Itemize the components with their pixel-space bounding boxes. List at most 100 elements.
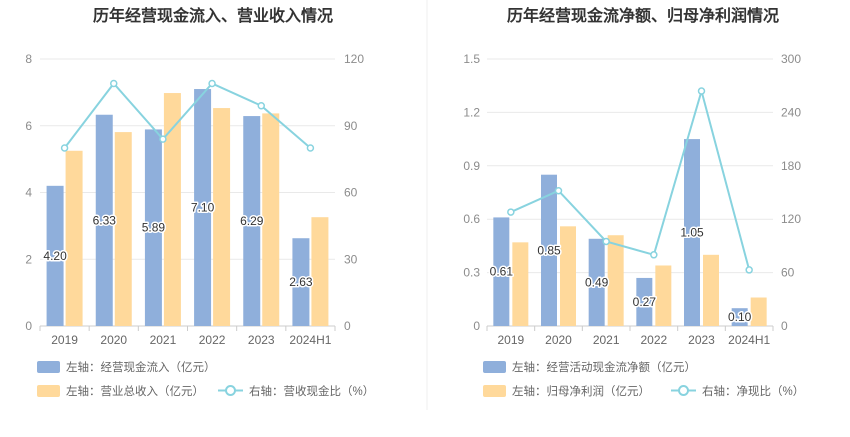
legend-label: 右轴：净现比（%）	[702, 384, 804, 398]
bar-2021-series-1	[588, 238, 605, 326]
legend-item-net-profit[interactable]: 左轴：归母净利润（亿元）	[483, 384, 650, 398]
legend-item-operating-cash-net[interactable]: 左轴：经营活动现金流净额（亿元）	[483, 360, 696, 374]
bar-2024H1-series-1	[731, 308, 748, 326]
legend-label: 右轴：营收现金比（%）	[249, 384, 374, 398]
legend-label: 左轴：营业总收入（亿元）	[66, 384, 204, 398]
y-right-tick-label: 300	[781, 52, 801, 66]
legend-swatch-marker	[225, 385, 236, 396]
legend-swatch-bar	[483, 361, 506, 373]
data-label: 4.20	[43, 249, 67, 263]
y-right-tick-label: 0	[781, 319, 788, 333]
bar-2024H1-series-1	[292, 238, 310, 326]
y-right-tick-label: 90	[344, 119, 358, 133]
legend-item-net-cash-ratio[interactable]: 右轴：净现比（%）	[671, 384, 804, 398]
line-point-2021	[159, 135, 167, 143]
legend-swatch-bar	[37, 385, 60, 397]
bar-2020-series-2	[560, 226, 576, 326]
bar-2019-series-1	[493, 217, 510, 326]
x-tick-label: 2020	[545, 333, 572, 347]
data-label: 0.10	[728, 310, 752, 324]
data-label: 1.05	[680, 226, 704, 240]
y-right-tick-label: 120	[344, 52, 364, 66]
x-tick-label: 2019	[497, 333, 524, 347]
x-tick-label: 2023	[248, 333, 275, 347]
bar-2020-series-1	[95, 114, 113, 326]
x-tick-label: 2024H1	[289, 333, 331, 347]
data-label: 7.10	[191, 201, 215, 215]
line-point-2022	[208, 79, 216, 88]
y-left-tick-label: 0.9	[463, 159, 480, 173]
x-tick-label: 2021	[593, 333, 620, 347]
bar-2024H1-series-2	[311, 217, 329, 326]
legend-label: 左轴：经营活动现金流净额（亿元）	[512, 360, 696, 374]
data-label: 6.29	[240, 214, 264, 228]
legend-item-revenue-cash-ratio[interactable]: 右轴：营收现金比（%）	[218, 384, 374, 398]
chart-2-title: 历年经营现金流净额、归母净利润情况	[507, 6, 779, 25]
legend-label: 左轴：归母净利润（亿元）	[512, 384, 650, 398]
y-right-tick-label: 60	[344, 186, 358, 200]
bar-2024H1-series-2	[750, 297, 767, 326]
data-label: 0.27	[633, 295, 657, 309]
chart-1-title: 历年经营现金流入、营业收入情况	[93, 6, 333, 25]
bar-2023-series-2	[703, 254, 719, 326]
bar-2023-series-1	[684, 139, 700, 326]
y-left-tick-label: 0.3	[463, 266, 480, 280]
x-tick-label: 2019	[51, 333, 78, 347]
line-point-2024H1	[745, 266, 753, 274]
line-point-2019	[60, 144, 69, 152]
line-point-2020	[110, 79, 118, 88]
legend-item-cash-inflow[interactable]: 左轴：经营现金流入（亿元）	[37, 360, 216, 374]
data-label: 5.89	[142, 221, 166, 235]
line-point-2019	[507, 208, 515, 216]
data-label: 0.85	[537, 243, 561, 257]
line-series-3	[63, 81, 312, 149]
line-point-2023	[697, 87, 706, 95]
bar-2019-series-2	[512, 242, 529, 326]
bar-2019-series-1	[46, 185, 64, 326]
bar-2022-series-2	[655, 265, 672, 326]
legend-swatch-bar	[37, 361, 60, 373]
chart-1-plot: 0 2 4 6 8 0 30 60 90 120 2019 2020 2021 2022 2023 2024H…	[25, 52, 364, 347]
y-right-tick-label: 240	[781, 105, 801, 119]
y-right-tick-label: 30	[344, 252, 358, 266]
data-label: 0.61	[490, 265, 514, 279]
y-left-tick-label: 0.6	[463, 212, 480, 226]
data-label: 6.33	[93, 213, 117, 227]
line-point-2023	[257, 101, 265, 110]
x-tick-label: 2023	[688, 333, 715, 347]
y-right-tick-label: 60	[781, 266, 795, 280]
bar-2023-series-1	[243, 116, 261, 326]
legend-swatch-marker	[678, 385, 689, 396]
x-tick-label: 2022	[640, 333, 667, 347]
bar-2019-series-2	[65, 150, 83, 326]
y-left-tick-label: 0	[473, 319, 480, 333]
line-point-2024H1	[306, 144, 315, 152]
line-point-2022	[650, 251, 658, 259]
y-left-tick-label: 8	[25, 52, 32, 66]
bar-2022-series-1	[194, 89, 212, 326]
x-tick-label: 2022	[199, 333, 226, 347]
data-label: 0.49	[585, 275, 609, 289]
bar-2021-series-2	[163, 93, 181, 326]
x-tick-label: 2021	[150, 333, 177, 347]
bar-2020-series-1	[541, 174, 557, 326]
legend-item-revenue[interactable]: 左轴：营业总收入（亿元）	[37, 384, 204, 398]
line-series-3	[510, 87, 751, 271]
bar-2023-series-2	[262, 113, 280, 327]
x-tick-label: 2020	[100, 333, 127, 347]
chart-1-legend: 左轴：经营现金流入（亿元） 左轴：营业总收入（亿元） 右轴：营收现金比（%）	[37, 360, 374, 398]
y-left-tick-label: 0	[25, 319, 32, 333]
legend-label: 左轴：经营现金流入（亿元）	[66, 360, 216, 374]
y-right-tick-label: 120	[781, 212, 801, 226]
bar-2020-series-2	[114, 132, 132, 326]
x-tick-label: 2024H1	[728, 333, 770, 347]
bar-2021-series-2	[607, 235, 624, 326]
legend-swatch-bar	[483, 385, 506, 397]
chart-2-legend: 左轴：经营活动现金流净额（亿元） 左轴：归母净利润（亿元） 右轴：净现比（%）	[483, 360, 804, 398]
y-right-tick-label: 180	[781, 159, 801, 173]
y-left-tick-label: 6	[25, 119, 32, 133]
y-right-tick-label: 0	[344, 319, 351, 333]
chart-2-plot: 0 0.3 0.6 0.9 1.2 1.5 0 60 120 180 240 300 2019 2020 2…	[463, 52, 801, 347]
bar-2021-series-1	[144, 129, 162, 326]
